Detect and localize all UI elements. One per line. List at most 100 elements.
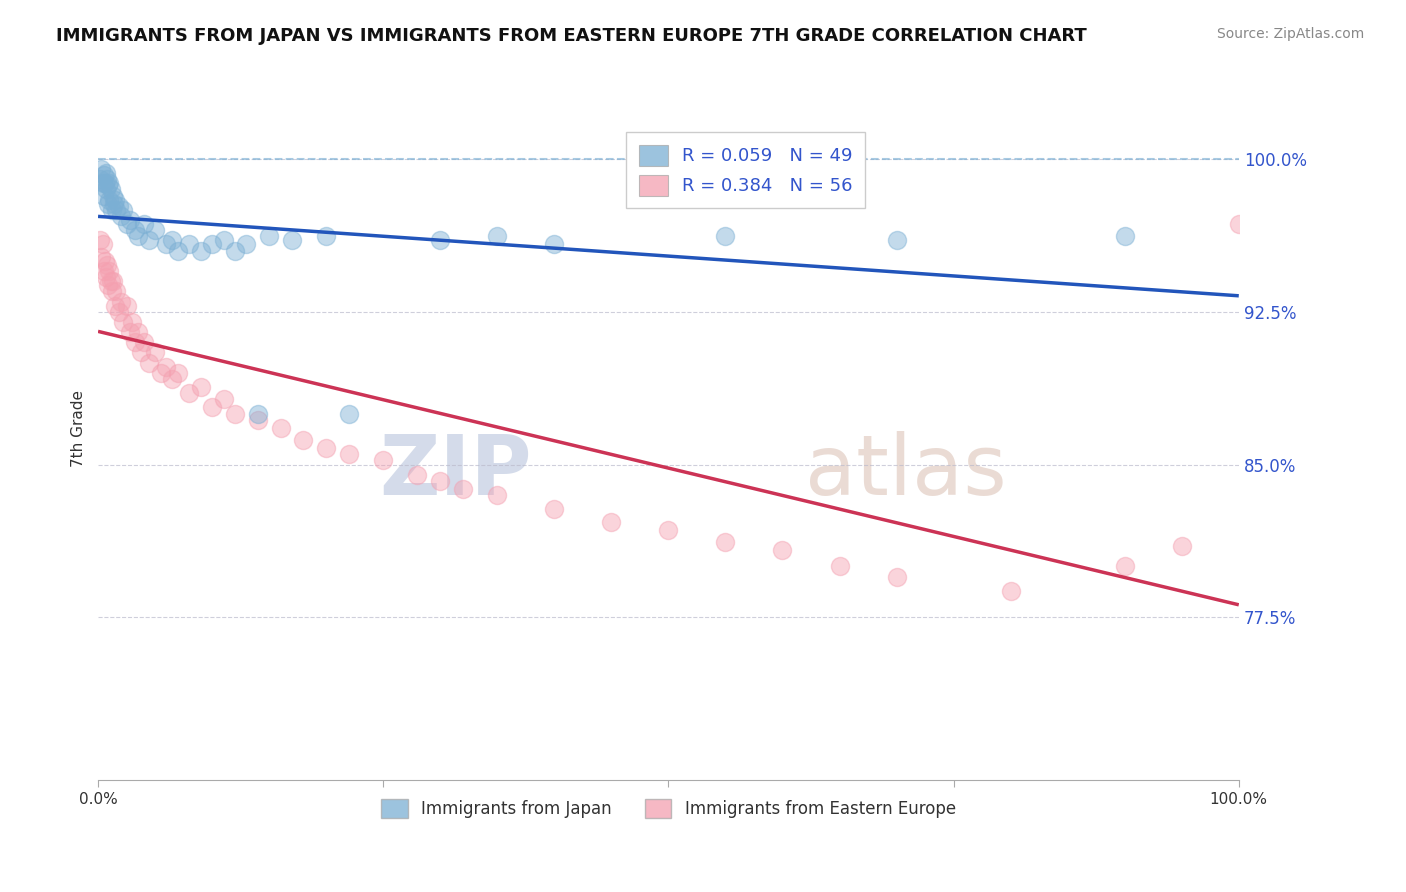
- Point: [167, 244, 190, 258]
- Point: [110, 209, 132, 223]
- Point: [90, 250, 112, 264]
- Point: [337, 447, 360, 461]
- Point: [103, 196, 125, 211]
- Point: [315, 229, 337, 244]
- Point: [131, 345, 153, 359]
- Point: [714, 229, 737, 244]
- Point: [406, 467, 429, 482]
- Point: [772, 543, 794, 558]
- Point: [91, 237, 114, 252]
- Point: [91, 177, 114, 191]
- Point: [101, 274, 124, 288]
- Point: [105, 202, 128, 217]
- Point: [600, 515, 623, 529]
- Y-axis label: 7th Grade: 7th Grade: [72, 391, 86, 467]
- Point: [292, 433, 315, 447]
- Point: [179, 237, 201, 252]
- Point: [115, 217, 138, 231]
- Point: [124, 223, 146, 237]
- Point: [143, 223, 166, 237]
- Point: [257, 229, 280, 244]
- Point: [94, 182, 117, 196]
- Point: [98, 177, 121, 191]
- Point: [1000, 583, 1022, 598]
- Text: atlas: atlas: [806, 431, 1007, 511]
- Point: [104, 193, 127, 207]
- Text: IMMIGRANTS FROM JAPAN VS IMMIGRANTS FROM EASTERN EUROPE 7TH GRADE CORRELATION CH: IMMIGRANTS FROM JAPAN VS IMMIGRANTS FROM…: [56, 27, 1087, 45]
- Point: [1114, 229, 1136, 244]
- Point: [94, 166, 117, 180]
- Point: [315, 441, 337, 455]
- Point: [143, 345, 166, 359]
- Point: [543, 502, 565, 516]
- Point: [246, 407, 269, 421]
- Point: [429, 234, 451, 248]
- Point: [112, 202, 135, 217]
- Point: [714, 535, 737, 549]
- Point: [89, 234, 111, 248]
- Point: [224, 407, 246, 421]
- Point: [657, 523, 679, 537]
- Point: [1227, 217, 1250, 231]
- Point: [118, 325, 141, 339]
- Legend: Immigrants from Japan, Immigrants from Eastern Europe: Immigrants from Japan, Immigrants from E…: [374, 792, 963, 825]
- Point: [373, 453, 395, 467]
- Point: [190, 244, 212, 258]
- Point: [235, 237, 257, 252]
- Point: [167, 366, 190, 380]
- Point: [160, 372, 183, 386]
- Point: [138, 356, 160, 370]
- Point: [107, 304, 129, 318]
- Point: [486, 229, 509, 244]
- Point: [337, 407, 360, 421]
- Point: [118, 213, 141, 227]
- Point: [281, 234, 304, 248]
- Point: [100, 274, 122, 288]
- Point: [149, 366, 172, 380]
- Point: [1170, 539, 1192, 553]
- Point: [270, 421, 292, 435]
- Point: [121, 315, 143, 329]
- Point: [112, 315, 135, 329]
- Point: [100, 285, 122, 299]
- Point: [115, 299, 138, 313]
- Point: [94, 253, 117, 268]
- Point: [543, 237, 565, 252]
- Point: [97, 278, 120, 293]
- Point: [90, 162, 112, 177]
- Point: [93, 264, 115, 278]
- Point: [97, 196, 120, 211]
- Point: [160, 234, 183, 248]
- Text: Source: ZipAtlas.com: Source: ZipAtlas.com: [1216, 27, 1364, 41]
- Point: [828, 559, 851, 574]
- Point: [96, 258, 118, 272]
- Point: [107, 199, 129, 213]
- Point: [179, 386, 201, 401]
- Point: [138, 234, 160, 248]
- Point: [886, 569, 908, 583]
- Point: [110, 294, 132, 309]
- Point: [132, 335, 155, 350]
- Point: [127, 325, 149, 339]
- Point: [201, 401, 224, 415]
- Point: [101, 188, 124, 202]
- Point: [451, 482, 474, 496]
- Point: [105, 285, 128, 299]
- Point: [93, 168, 115, 182]
- Point: [89, 172, 111, 186]
- Point: [486, 488, 509, 502]
- Point: [190, 380, 212, 394]
- Text: ZIP: ZIP: [380, 431, 531, 511]
- Point: [104, 299, 127, 313]
- Point: [97, 178, 120, 193]
- Point: [96, 172, 118, 186]
- Point: [224, 244, 246, 258]
- Point: [98, 264, 121, 278]
- Point: [93, 188, 115, 202]
- Point: [155, 359, 177, 374]
- Point: [1114, 559, 1136, 574]
- Point: [94, 177, 117, 191]
- Point: [132, 217, 155, 231]
- Point: [98, 193, 121, 207]
- Point: [212, 392, 235, 407]
